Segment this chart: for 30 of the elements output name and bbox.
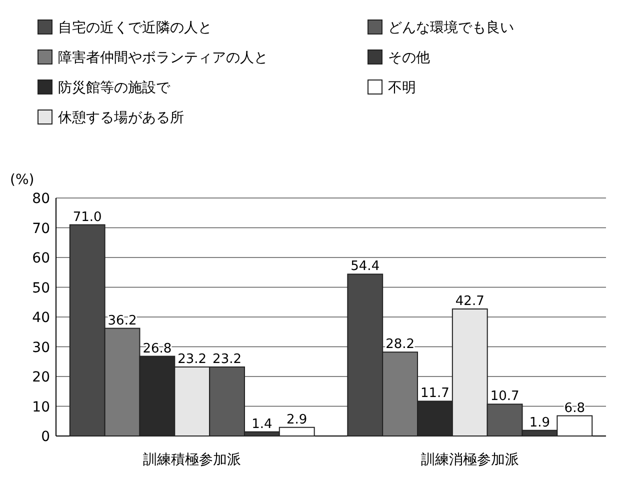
data-label: 42.7 <box>455 294 484 309</box>
data-label: 11.7 <box>420 386 450 402</box>
legend-label: 自宅の近くで近隣の人と <box>58 20 212 36</box>
x-tick-label: 訓練消極参加派 <box>420 452 519 468</box>
y-tick-label: 0 <box>41 429 50 445</box>
data-label: 36.2 <box>108 313 137 328</box>
y-tick-label: 60 <box>32 250 50 266</box>
legend-label: その他 <box>388 50 430 66</box>
y-tick-label: 50 <box>32 280 50 296</box>
data-label: 71.0 <box>72 210 102 225</box>
data-label: 10.7 <box>490 389 520 404</box>
y-axis-title: (%) <box>10 172 34 188</box>
y-tick-label: 20 <box>32 370 50 386</box>
data-label: 1.9 <box>529 415 550 430</box>
y-tick-label: 80 <box>32 191 50 207</box>
legend-label: 休憩する場がある所 <box>58 110 184 126</box>
legend-label: どんな環境でも良い <box>388 20 514 36</box>
legend-label: 障害者仲間やボランティアの人と <box>58 50 268 66</box>
data-label: 54.4 <box>350 259 380 274</box>
legend-label: 不明 <box>388 80 416 96</box>
data-label: 2.9 <box>286 412 308 428</box>
y-tick-label: 30 <box>32 340 50 356</box>
data-label: 23.2 <box>212 352 242 367</box>
y-tick-label: 70 <box>32 220 50 237</box>
x-tick-label: 訓練積極参加派 <box>143 452 242 468</box>
y-tick-label: 40 <box>32 310 50 326</box>
data-label: 23.2 <box>178 352 207 367</box>
legend-label: 防災館等の施設で <box>58 80 171 96</box>
y-tick-label: 10 <box>32 399 50 416</box>
data-label: 1.4 <box>252 416 272 432</box>
